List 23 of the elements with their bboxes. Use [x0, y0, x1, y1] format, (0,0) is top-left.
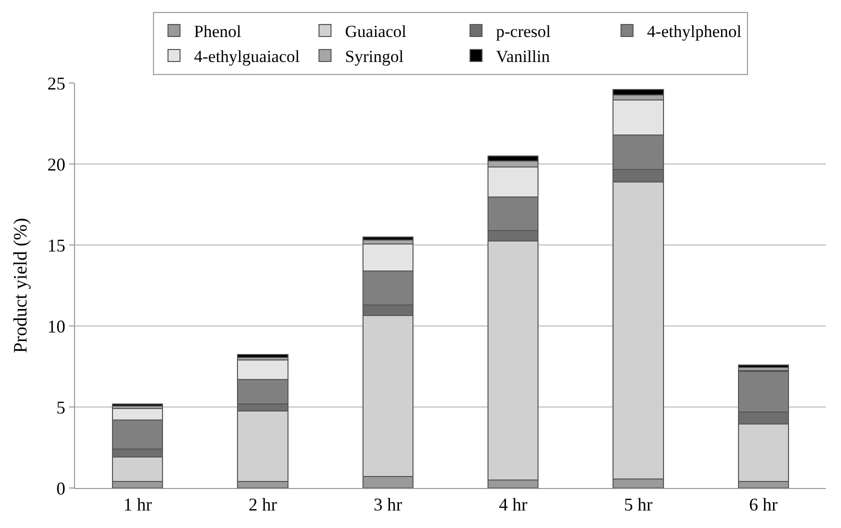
x-tick-label: 1 hr: [123, 494, 152, 515]
y-axis-title: Product yield (%): [10, 218, 32, 354]
bar: [738, 364, 789, 368]
y-tick-label: 15: [47, 235, 66, 256]
y-tick-label: 0: [56, 478, 66, 498]
y-tick-label: 25: [47, 73, 66, 94]
legend-label: p-cresol: [496, 22, 552, 42]
y-tick-label: 5: [56, 397, 66, 418]
legend-label: 4-ethylphenol: [647, 22, 742, 42]
legend-label: Guaiacol: [345, 22, 407, 42]
bar: [237, 354, 288, 358]
x-tick-label: 6 hr: [749, 494, 778, 515]
x-tick-label: 5 hr: [624, 494, 652, 515]
y-tick-label: 20: [47, 154, 66, 174]
x-tick-label: 3 hr: [374, 494, 402, 515]
legend-label: Syringol: [345, 47, 404, 66]
bar: [362, 236, 414, 241]
x-tick-label: 2 hr: [248, 494, 277, 515]
x-tick-label: 4 hr: [498, 494, 528, 515]
legend-label: Phenol: [194, 22, 242, 42]
y-tick-label: 10: [47, 316, 66, 336]
legend-label: 4-ethylguaiacol: [194, 47, 300, 66]
legend-label: Vanillin: [496, 47, 550, 66]
